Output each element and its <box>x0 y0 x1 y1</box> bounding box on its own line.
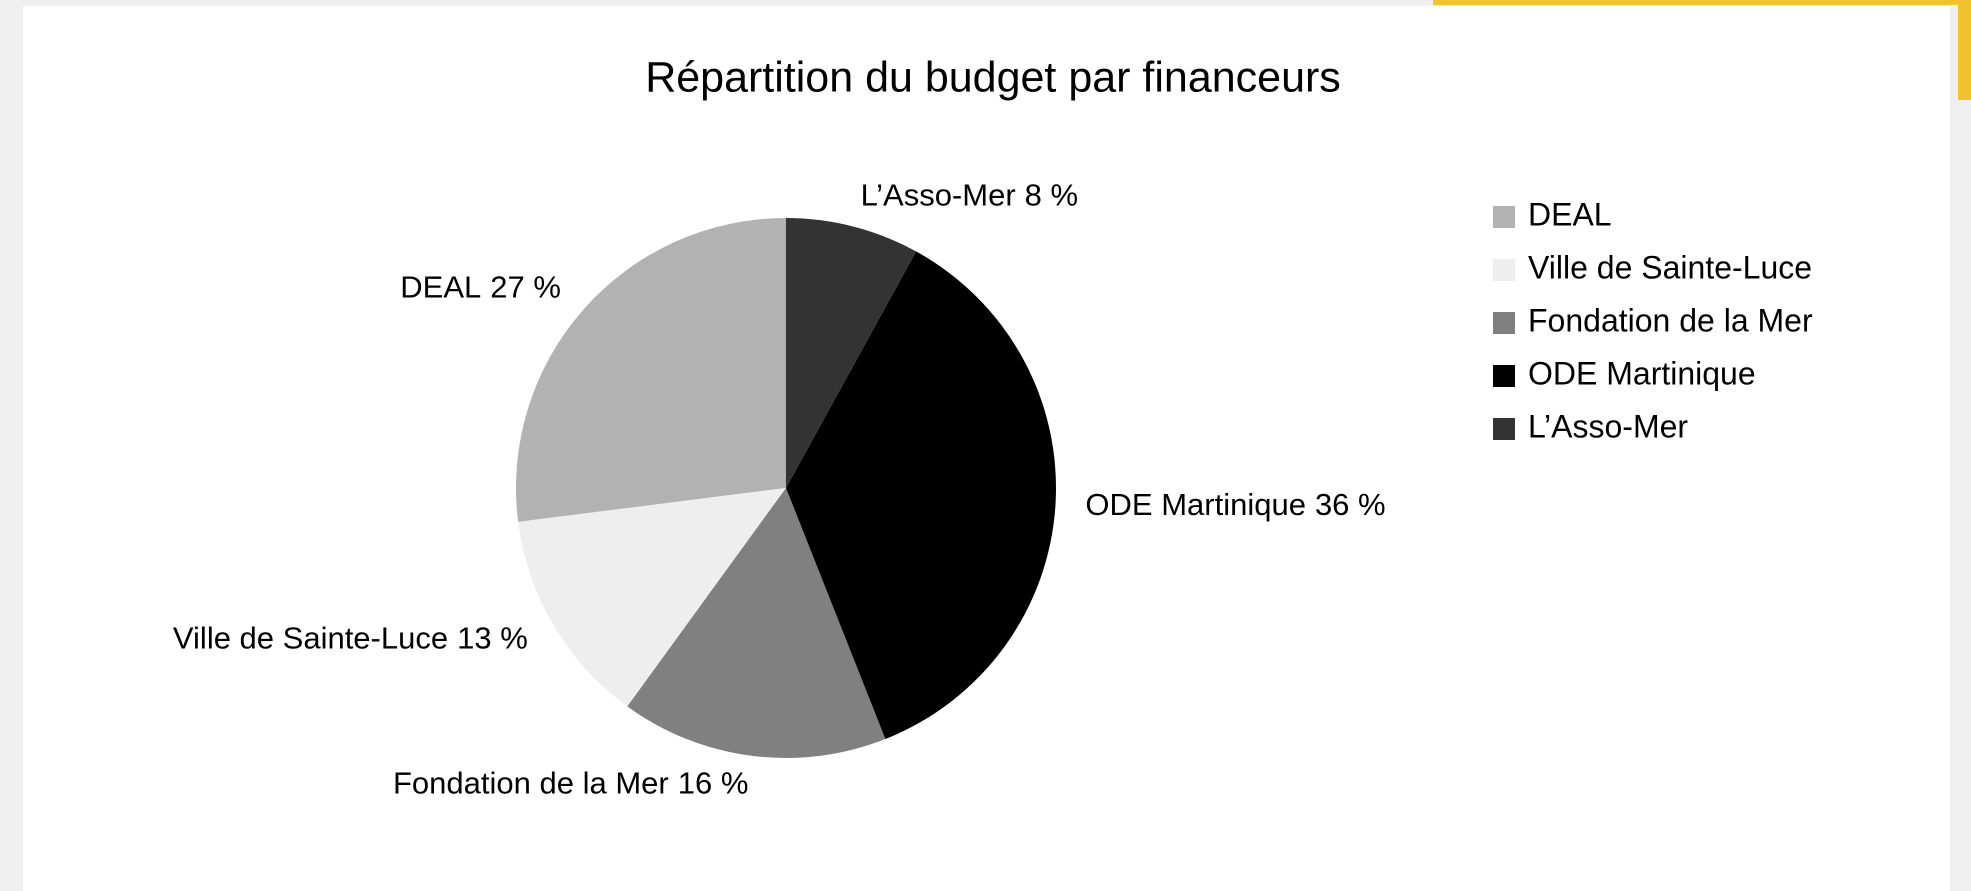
label-category: Ville de Sainte-Luce <box>173 621 448 656</box>
legend-swatch <box>1493 259 1515 281</box>
legend-swatch <box>1493 365 1515 387</box>
legend-label: Fondation de la Mer <box>1528 302 1813 338</box>
legend-label: Ville de Sainte-Luce <box>1528 249 1812 285</box>
label-value: 27 % <box>490 270 561 305</box>
label-category: ODE Martinique <box>1085 487 1306 522</box>
focus-border <box>1958 0 1971 100</box>
data-label: Ville de Sainte-Luce 13 % <box>173 621 528 656</box>
pie-slice <box>515 218 786 522</box>
data-label: Fondation de la Mer 16 % <box>393 766 748 801</box>
legend-swatch <box>1493 312 1515 334</box>
label-value: 16 % <box>678 766 749 801</box>
label-value: 36 % <box>1315 487 1386 522</box>
legend-swatch <box>1493 206 1515 228</box>
label-category: L’Asso-Mer <box>861 178 1016 213</box>
label-category: Fondation de la Mer <box>393 766 669 801</box>
legend-swatch <box>1493 418 1515 440</box>
pie-slice <box>786 251 1056 740</box>
chart-title: Répartition du budget par financeurs <box>645 53 1341 101</box>
focus-border <box>1433 0 1971 5</box>
label-category: DEAL <box>400 270 481 305</box>
label-value: 8 % <box>1025 178 1078 213</box>
data-label: L’Asso-Mer 8 % <box>861 178 1078 213</box>
pie-slice <box>786 218 917 488</box>
data-label: DEAL 27 % <box>400 270 561 305</box>
legend-label: L’Asso-Mer <box>1528 408 1688 444</box>
label-value: 13 % <box>457 621 528 656</box>
legend-label: DEAL <box>1528 196 1612 232</box>
pie-slice <box>627 488 886 758</box>
data-label: ODE Martinique 36 % <box>1085 487 1385 522</box>
pie-slice <box>518 488 786 707</box>
legend-label: ODE Martinique <box>1528 355 1756 391</box>
